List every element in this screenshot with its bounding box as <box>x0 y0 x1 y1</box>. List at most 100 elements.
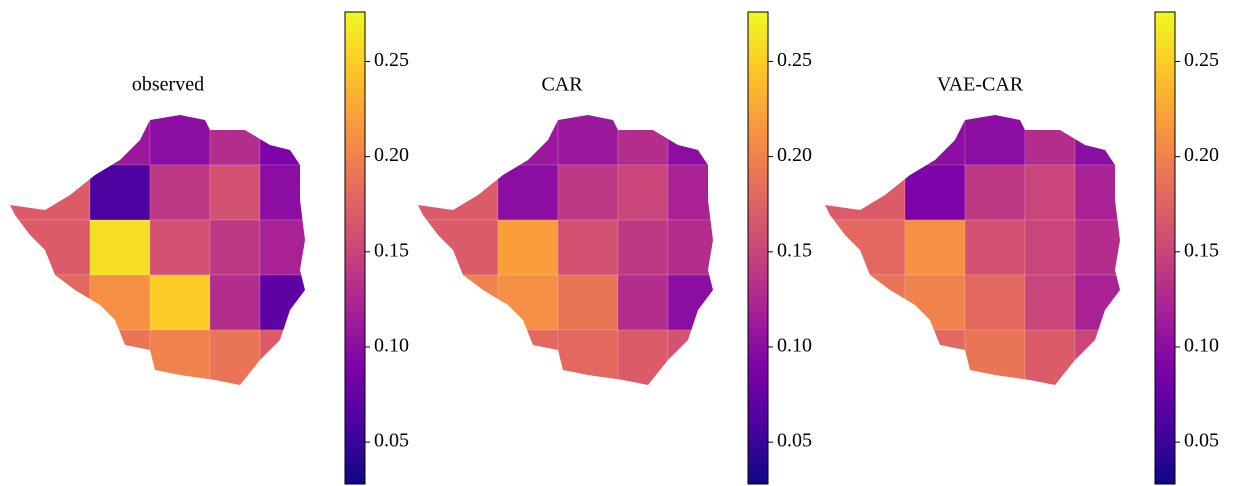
colorbar-tick-label: 0.25 <box>374 49 409 71</box>
region <box>209 219 261 276</box>
colorbar <box>747 11 769 485</box>
region <box>1024 274 1076 331</box>
region <box>89 219 151 276</box>
region <box>209 274 261 331</box>
map <box>418 115 713 385</box>
region <box>825 329 906 385</box>
region <box>825 164 906 221</box>
region <box>904 274 966 331</box>
region <box>557 274 619 331</box>
region <box>825 219 906 276</box>
region <box>825 274 906 331</box>
region <box>1024 115 1076 166</box>
region <box>617 164 669 221</box>
region <box>149 329 211 385</box>
panel-title: VAE-CAR <box>937 74 1024 96</box>
region <box>149 115 211 166</box>
region <box>10 274 91 331</box>
region <box>557 164 619 221</box>
region <box>1024 164 1076 221</box>
region <box>1074 115 1120 166</box>
region <box>209 329 261 385</box>
region <box>497 274 559 331</box>
region <box>964 274 1026 331</box>
map <box>825 115 1120 385</box>
region <box>667 274 713 331</box>
region <box>964 115 1026 166</box>
region <box>904 329 966 385</box>
region <box>149 219 211 276</box>
region <box>418 164 499 221</box>
region <box>1074 274 1120 331</box>
region <box>667 164 713 221</box>
region <box>259 274 305 331</box>
region <box>1074 219 1120 276</box>
region <box>89 274 151 331</box>
region <box>418 274 499 331</box>
region <box>904 219 966 276</box>
colorbar-tick-label: 0.15 <box>777 239 812 261</box>
region <box>418 219 499 276</box>
region <box>209 164 261 221</box>
region <box>259 115 305 166</box>
colorbar <box>344 11 366 485</box>
region <box>964 219 1026 276</box>
region <box>89 329 151 385</box>
panel-title: observed <box>132 74 204 96</box>
colorbar-tick-label: 0.10 <box>374 335 409 357</box>
region <box>418 329 499 385</box>
region <box>964 164 1026 221</box>
region <box>497 115 559 166</box>
colorbar-tick-label: 0.05 <box>1184 430 1219 452</box>
colorbar-tick-label: 0.25 <box>777 49 812 71</box>
region <box>904 115 966 166</box>
region <box>149 274 211 331</box>
region <box>667 219 713 276</box>
region <box>617 274 669 331</box>
region <box>497 329 559 385</box>
region <box>904 164 966 221</box>
region <box>89 115 151 166</box>
region <box>10 115 91 166</box>
panel-title: CAR <box>541 74 583 96</box>
region <box>1074 164 1120 221</box>
map <box>10 115 305 385</box>
region <box>259 164 305 221</box>
region <box>667 115 713 166</box>
region <box>259 219 305 276</box>
region <box>557 329 619 385</box>
region <box>667 329 713 385</box>
colorbar-tick-label: 0.10 <box>1184 335 1219 357</box>
region <box>825 115 906 166</box>
region <box>418 115 499 166</box>
region <box>1024 329 1076 385</box>
colorbar-tick-label: 0.25 <box>1184 49 1219 71</box>
colorbar <box>1154 11 1176 485</box>
region <box>964 329 1026 385</box>
region <box>1024 219 1076 276</box>
region <box>617 219 669 276</box>
region <box>89 164 151 221</box>
colorbar-tick-label: 0.05 <box>374 430 409 452</box>
region <box>557 219 619 276</box>
region <box>149 164 211 221</box>
colorbar-tick-label: 0.20 <box>777 144 812 166</box>
region <box>497 164 559 221</box>
region <box>1074 329 1120 385</box>
colorbar-tick-label: 0.15 <box>1184 239 1219 261</box>
region <box>497 219 559 276</box>
region <box>10 164 91 221</box>
region <box>10 329 91 385</box>
colorbar-tick-label: 0.05 <box>777 430 812 452</box>
colorbar-tick-label: 0.20 <box>1184 144 1219 166</box>
region <box>617 115 669 166</box>
region <box>259 329 305 385</box>
region <box>10 219 91 276</box>
region <box>617 329 669 385</box>
colorbar-tick-label: 0.15 <box>374 239 409 261</box>
region <box>209 115 261 166</box>
colorbar-tick-label: 0.10 <box>777 335 812 357</box>
colorbar-tick-label: 0.20 <box>374 144 409 166</box>
